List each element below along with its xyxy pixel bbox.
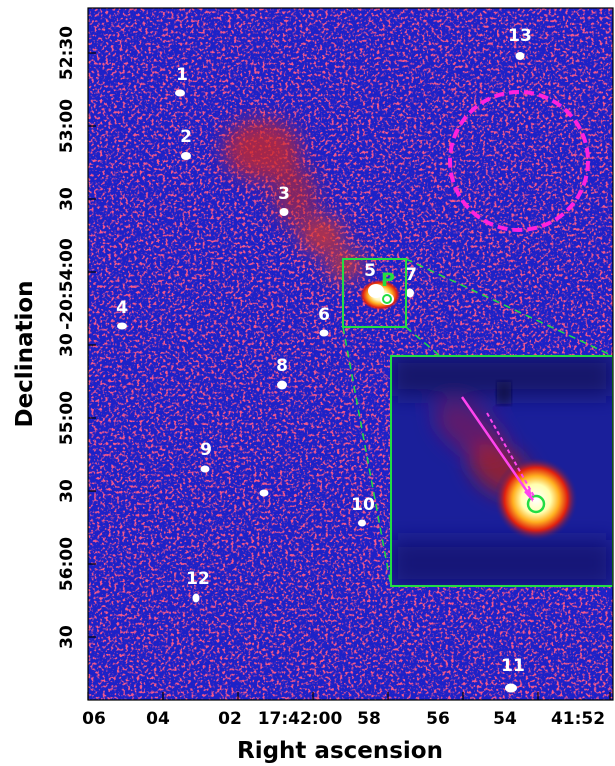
source-3 <box>279 208 289 216</box>
source-label-9: 9 <box>200 440 212 460</box>
y-tick-label: 30 <box>57 479 77 503</box>
y-axis-title: Declination <box>12 280 38 427</box>
source-label-11: 11 <box>501 656 525 676</box>
zoom-connector-1 <box>405 258 613 357</box>
source-2 <box>181 152 191 160</box>
source-label-6: 6 <box>318 305 330 325</box>
source-7 <box>406 288 414 298</box>
inset-arrow-dashed <box>486 412 536 499</box>
zoom-inset <box>391 356 613 586</box>
inset-arrow-head <box>524 488 533 502</box>
x-tick-label: 17:42:00 <box>258 709 343 729</box>
zoom-connector-3 <box>405 326 441 357</box>
y-tick-label: 56:00 <box>57 537 77 591</box>
source-6 <box>319 329 329 337</box>
pulsar-label: P <box>381 269 395 291</box>
source-label-4: 4 <box>116 298 128 318</box>
x-tick-label: 41:52 <box>551 709 605 729</box>
source-1 <box>175 89 185 97</box>
inset-arrow-solid <box>460 396 535 501</box>
image-panel: 1 2 3 4 5 6 7 8 9 10 11 12 13 P <box>88 8 613 700</box>
source-5-core <box>368 284 384 298</box>
y-tick-label: -20:54:00 <box>57 238 77 330</box>
zoom-region-box <box>342 258 407 328</box>
source-12 <box>192 593 200 603</box>
inset-pulsar-circle <box>526 494 546 514</box>
x-tick-marks <box>87 692 611 700</box>
source-label-3: 3 <box>278 184 290 204</box>
source-11 <box>505 683 517 693</box>
y-tick-marks <box>88 52 96 638</box>
y-tick-labels: 52:30 53:00 30 -20:54:00 30 55:00 30 56:… <box>57 26 77 649</box>
x-tick-label: 56 <box>426 709 450 729</box>
source-8 <box>277 380 287 390</box>
source-label-12: 12 <box>186 569 210 589</box>
y-tick-label: 30 <box>57 625 77 649</box>
zoom-connector-2 <box>342 326 392 587</box>
y-tick-label: 55:00 <box>57 391 77 445</box>
source-4 <box>117 322 127 330</box>
background-noise <box>88 8 613 700</box>
source-label-5: 5 <box>364 261 376 281</box>
x-tick-label: 58 <box>357 709 381 729</box>
source-label-10: 10 <box>351 495 375 515</box>
x-tick-label: 04 <box>146 709 170 729</box>
x-axis-title: Right ascension <box>237 738 443 764</box>
source-labels: 1 2 3 4 5 6 7 8 9 10 11 12 13 P <box>116 26 532 676</box>
pulsar-circle <box>382 294 392 304</box>
x-tick-labels: 06 04 02 17:42:00 58 56 54 41:52 <box>82 709 605 729</box>
zoom-inset-frame <box>390 355 613 587</box>
x-tick-label: 54 <box>493 709 517 729</box>
source-label-7: 7 <box>405 265 417 285</box>
point-sources <box>117 52 525 693</box>
source-label-13: 13 <box>508 26 532 46</box>
axes-frame <box>87 7 614 701</box>
source-10 <box>358 519 366 527</box>
x-tick-label: 06 <box>82 709 106 729</box>
source-label-8: 8 <box>276 356 288 376</box>
source-unlabeled <box>259 489 269 497</box>
y-tick-label: 30 <box>57 187 77 211</box>
y-tick-label: 52:30 <box>57 26 77 80</box>
y-tick-label: 53:00 <box>57 99 77 153</box>
background-region-circle <box>448 90 590 232</box>
diffuse-emission <box>224 120 363 279</box>
inset-bright-source <box>494 457 578 541</box>
source-13 <box>515 52 525 60</box>
source-label-1: 1 <box>176 65 188 85</box>
source-label-2: 2 <box>180 127 192 147</box>
source-9 <box>200 465 210 473</box>
x-tick-label: 02 <box>218 709 242 729</box>
y-tick-label: 30 <box>57 333 77 357</box>
